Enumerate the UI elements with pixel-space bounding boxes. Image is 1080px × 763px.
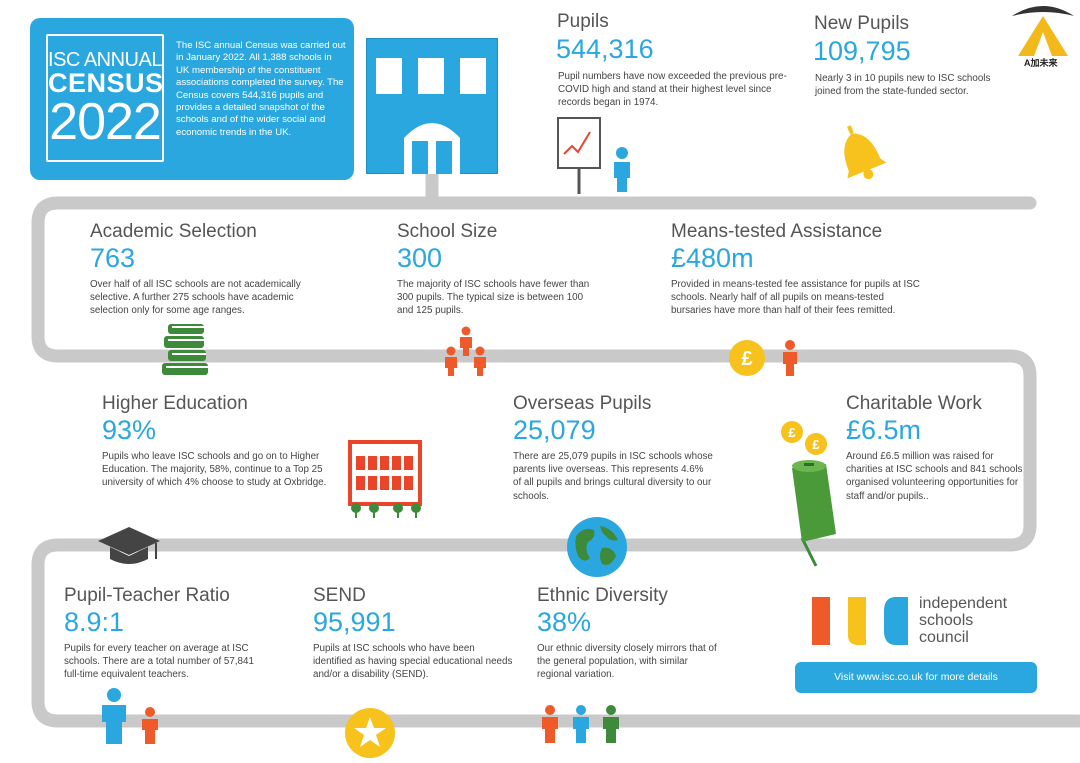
- child-icon: [614, 147, 630, 192]
- books-icon: [162, 324, 208, 375]
- size-desc: The majority of ISC schools have fewer t…: [397, 279, 590, 317]
- hero-line-2: CENSUS: [48, 68, 164, 98]
- means-title: Means-tested Assistance: [671, 221, 883, 242]
- isc-line-3: council: [919, 629, 969, 646]
- overseas-value: 25,079: [513, 415, 596, 445]
- charity-value: £6.5m: [846, 415, 922, 445]
- pound-coin-icon: £: [729, 340, 797, 376]
- overseas-desc: There are 25,079 pupils in ISC schools w…: [513, 451, 713, 502]
- isc-line-2: schools: [919, 612, 974, 629]
- isc-logo: [812, 597, 908, 645]
- svg-text:£: £: [812, 437, 820, 452]
- pupils-title: Pupils: [557, 11, 609, 32]
- higher-desc: Pupils who leave ISC schools and go on t…: [102, 451, 327, 489]
- pupils-value: 544,316: [556, 34, 654, 64]
- send-title: SEND: [313, 585, 366, 606]
- new-pupils-desc: Nearly 3 in 10 pupils new to ISC schools…: [815, 73, 991, 98]
- svg-text:£: £: [788, 425, 796, 440]
- hero-title-frame: ISC ANNUAL CENSUS 2022: [46, 34, 164, 162]
- overseas-title: Overseas Pupils: [513, 393, 652, 414]
- ethnic-value: 38%: [537, 607, 592, 637]
- academic-value: 763: [90, 243, 136, 273]
- higher-title: Higher Education: [102, 393, 248, 414]
- visit-website-button[interactable]: Visit www.isc.co.uk for more details: [795, 662, 1037, 693]
- hero-description: The ISC annual Census was carried out in…: [176, 40, 346, 138]
- ratio-title: Pupil-Teacher Ratio: [64, 585, 230, 606]
- bell-icon: [844, 125, 887, 180]
- size-title: School Size: [397, 221, 498, 242]
- diverse-children-icon: [542, 705, 619, 743]
- new-pupils-title: New Pupils: [814, 13, 910, 34]
- teacher-pupil-icon: [102, 688, 158, 744]
- collection-tin-icon: £ £: [781, 421, 836, 567]
- watermark-logo: [1012, 6, 1074, 56]
- svg-text:£: £: [741, 348, 752, 370]
- new-pupils-value: 109,795: [813, 36, 911, 66]
- size-value: 300: [397, 243, 443, 273]
- school-building-icon: [366, 38, 498, 174]
- charity-desc: Around £6.5 million was raised for chari…: [846, 451, 1023, 502]
- academic-title: Academic Selection: [90, 221, 257, 242]
- pupils-desc: Pupil numbers have now exceeded the prev…: [558, 71, 787, 109]
- higher-value: 93%: [102, 415, 157, 445]
- ethnic-title: Ethnic Diversity: [537, 585, 668, 606]
- graduation-cap-icon: [98, 527, 160, 564]
- star-badge-icon: [345, 708, 395, 758]
- charity-title: Charitable Work: [846, 393, 982, 414]
- ratio-value: 8.9:1: [64, 607, 125, 637]
- send-desc: Pupils at ISC schools who have been iden…: [313, 643, 513, 681]
- send-value: 95,991: [313, 607, 396, 637]
- isc-wordmark: independent schools council: [919, 595, 1007, 646]
- watermark-text: A加未来: [1024, 58, 1058, 68]
- hero-banner: ISC ANNUAL CENSUS 2022 The ISC annual Ce…: [30, 18, 354, 180]
- means-desc: Provided in means-tested fee assistance …: [671, 279, 920, 317]
- isc-line-1: independent: [919, 595, 1008, 612]
- globe-icon: [567, 517, 627, 577]
- hero-line-1: ISC ANNUAL: [48, 49, 162, 71]
- means-value: £480m: [671, 243, 754, 273]
- hero-line-3: 2022: [49, 93, 162, 151]
- family-icon: [445, 326, 486, 376]
- ratio-desc: Pupils for every teacher on average at I…: [64, 643, 254, 681]
- ethnic-desc: Our ethnic diversity closely mirrors tha…: [537, 643, 717, 681]
- academic-desc: Over half of all ISC schools are not aca…: [90, 279, 301, 317]
- chart-easel-icon: [557, 117, 601, 194]
- university-building-icon: [348, 440, 422, 518]
